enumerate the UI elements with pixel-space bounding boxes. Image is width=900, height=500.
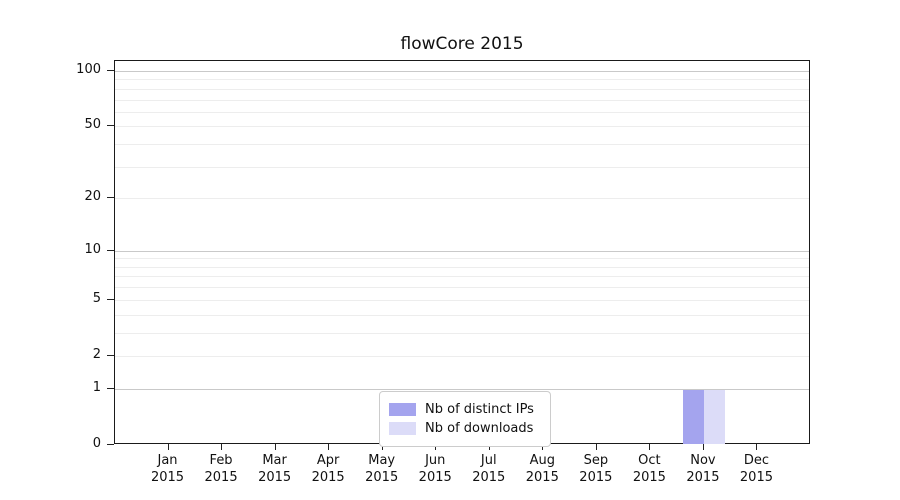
x-tick-label: Apr 2015	[311, 453, 345, 485]
legend-item-downloads: Nb of downloads	[389, 420, 540, 437]
x-tick-mark	[435, 444, 437, 450]
x-tick-label: Sep 2015	[579, 453, 613, 485]
bar-nb-of-distinct-ips	[682, 388, 704, 444]
chart-title: flowCore 2015	[400, 34, 524, 54]
gridline-minor	[115, 276, 809, 278]
x-tick-label: Jul 2015	[472, 453, 506, 485]
y-tick-label: 20	[84, 189, 101, 205]
x-tick-mark	[702, 444, 704, 450]
y-tick-label: 10	[84, 241, 101, 257]
y-tick-mark	[107, 249, 114, 251]
gridline-minor	[115, 79, 809, 81]
x-tick-mark	[381, 444, 383, 450]
x-tick-label: Dec 2015	[739, 453, 773, 485]
legend-label-distinct-ips: Nb of distinct IPs	[425, 402, 534, 417]
gridline-minor	[115, 99, 809, 101]
y-tick-mark	[107, 70, 114, 72]
x-tick-label: Nov 2015	[686, 453, 720, 485]
x-axis-tick-marks	[114, 444, 810, 451]
gridline-minor	[115, 166, 809, 168]
y-tick-label: 0	[92, 436, 101, 451]
x-tick-mark	[756, 444, 758, 450]
y-tick-mark	[107, 444, 114, 445]
y-tick-label: 50	[84, 117, 101, 133]
y-tick-mark	[107, 125, 114, 127]
x-tick-mark	[488, 444, 490, 450]
gridline-minor	[115, 144, 809, 146]
x-tick-mark	[649, 444, 651, 450]
x-tick-mark	[328, 444, 330, 450]
plot-area: Nb of distinct IPs Nb of downloads	[114, 60, 810, 447]
gridline-minor	[115, 88, 809, 90]
x-tick-label: Oct 2015	[632, 453, 666, 485]
y-tick-mark	[107, 298, 114, 300]
y-tick-label: 100	[76, 62, 101, 78]
y-axis-tick-labels: 0 1 2 5 10 20 50 100	[0, 60, 114, 451]
gridline-minor	[115, 332, 809, 334]
gridline-minor	[115, 287, 809, 289]
y-axis-tick-marks	[107, 60, 114, 445]
legend-swatch-distinct-ips	[389, 403, 416, 416]
gridline-minor	[115, 111, 809, 113]
gridline-minor	[115, 355, 809, 357]
x-tick-mark	[167, 444, 169, 450]
x-tick-label: Feb 2015	[204, 453, 238, 485]
y-tick-label: 1	[92, 379, 101, 395]
legend-label-downloads: Nb of downloads	[425, 421, 534, 436]
x-tick-mark	[221, 444, 223, 450]
y-tick-mark	[107, 197, 114, 199]
legend-item-distinct-ips: Nb of distinct IPs	[389, 401, 540, 418]
legend-swatch-downloads	[389, 422, 416, 435]
x-tick-label: Mar 2015	[258, 453, 292, 485]
x-tick-label: Aug 2015	[525, 453, 559, 485]
gridline-minor	[115, 258, 809, 260]
gridline-minor	[115, 266, 809, 268]
gridline-major	[115, 71, 809, 73]
legend-box: Nb of distinct IPs Nb of downloads	[379, 391, 551, 447]
gridline-minor	[115, 314, 809, 316]
x-axis-tick-labels: Jan 2015 Feb 2015 Mar 2015 Apr 2015 May 2015…	[114, 452, 810, 492]
y-tick-label: 5	[92, 290, 101, 306]
gridline-minor	[115, 198, 809, 200]
y-tick-mark	[107, 354, 114, 356]
gridline-minor	[115, 126, 809, 128]
gridline-major	[115, 388, 809, 390]
y-tick-mark	[107, 387, 114, 389]
x-tick-mark	[542, 444, 544, 450]
x-tick-label: Jan 2015	[150, 453, 185, 485]
gridline-minor	[115, 299, 809, 301]
y-tick-label: 2	[92, 346, 101, 362]
x-tick-label: Jun 2015	[418, 453, 452, 485]
bar-nb-of-downloads	[703, 388, 725, 444]
x-tick-mark	[595, 444, 597, 450]
x-tick-label: May 2015	[365, 453, 399, 485]
gridline-major	[115, 250, 809, 252]
x-tick-mark	[274, 444, 276, 450]
